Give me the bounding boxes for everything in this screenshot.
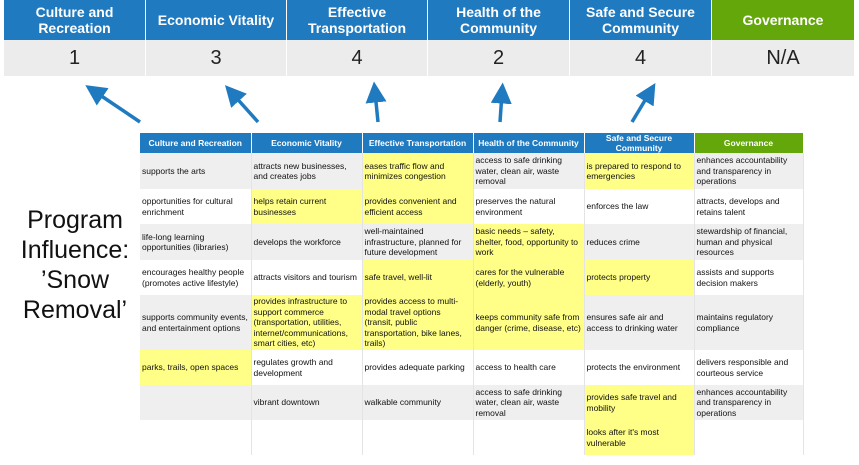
table-cell: looks after it's most vulnerable <box>584 420 695 455</box>
table-cell: enforces the law <box>584 189 695 224</box>
category-score: 3 <box>146 40 287 76</box>
arrow-icon <box>85 85 141 124</box>
table-cell: develops the workforce <box>251 224 363 260</box>
table-cell: eases traffic flow and minimizes congest… <box>362 153 474 189</box>
table-cell: provides safe travel and mobility <box>584 385 695 420</box>
table-cell: provides adequate parking <box>362 350 474 385</box>
arrows <box>85 81 656 124</box>
column-header: Economic Vitality <box>251 133 363 153</box>
score-summary: Culture and Recreation 1 Economic Vitality… <box>4 0 855 76</box>
table-row: opportunities for cultural enrichment hel… <box>140 189 804 224</box>
program-label: Program Influence: ’Snow Removal’ <box>20 206 130 324</box>
arrow-icon <box>490 82 512 123</box>
table-cell: life-long learning opportunities (librar… <box>140 224 252 260</box>
table-cell: access to health care <box>473 350 585 385</box>
table-cell: protects the environment <box>584 350 695 385</box>
table-cell: provides access to multi-modal travel op… <box>362 295 474 350</box>
column-header: Safe and Secure Community <box>584 133 695 153</box>
arrow-icon <box>365 81 387 123</box>
table-cell: supports the arts <box>140 153 252 189</box>
table-row: supports community events, and entertain… <box>140 295 804 350</box>
table-cell: attracts, develops and retains talent <box>694 189 804 224</box>
column-header: Effective Transportation <box>362 133 474 153</box>
column-header: Health of the Community <box>473 133 585 153</box>
table-cell: is prepared to respond to emergencies <box>584 153 695 189</box>
category-header: Governance <box>712 0 855 40</box>
table-cell: provides infrastructure to support comme… <box>251 295 363 350</box>
category-header: Economic Vitality <box>146 0 287 40</box>
category-score: 4 <box>570 40 712 76</box>
table-row: supports the arts attracts new businesses… <box>140 153 804 189</box>
influence-table: Culture and Recreation Economic Vitality E… <box>140 133 804 455</box>
table-cell <box>473 420 585 455</box>
category-score: 1 <box>4 40 146 76</box>
table-row: life-long learning opportunities (librar… <box>140 224 804 260</box>
arrow-icon <box>224 85 260 124</box>
table-cell: walkable community <box>362 385 474 420</box>
table-cell: parks, trails, open spaces <box>140 350 252 385</box>
table-cell: encourages healthy people (promotes acti… <box>140 260 252 295</box>
table-cell: supports community events, and entertain… <box>140 295 252 350</box>
table-cell: basic needs – safety, shelter, food, opp… <box>473 224 585 260</box>
table-cell: ensures safe air and access to drinking … <box>584 295 695 350</box>
table-row: parks, trails, open spaces regulates grow… <box>140 350 804 385</box>
category-score: N/A <box>712 40 855 76</box>
column-header: Governance <box>694 133 804 153</box>
table-row: encourages healthy people (promotes acti… <box>140 260 804 295</box>
table-cell <box>362 420 474 455</box>
table-cell: assists and supports decision makers <box>694 260 804 295</box>
category-header: Effective Transportation <box>287 0 428 40</box>
table-cell: preserves the natural environment <box>473 189 585 224</box>
category-score: 4 <box>287 40 428 76</box>
table-cell: protects property <box>584 260 695 295</box>
table-cell: attracts visitors and tourism <box>251 260 363 295</box>
table-row: looks after it's most vulnerable <box>140 420 804 455</box>
table-cell: regulates growth and development <box>251 350 363 385</box>
table-cell <box>140 420 252 455</box>
table-cell: enhances accountability and transparency… <box>694 153 804 189</box>
table-cell: reduces crime <box>584 224 695 260</box>
arrow-icon <box>630 82 656 123</box>
table-cell: provides convenient and efficient access <box>362 189 474 224</box>
category-header: Health of the Community <box>428 0 570 40</box>
table-cell: stewardship of financial, human and phys… <box>694 224 804 260</box>
category-score: 2 <box>428 40 570 76</box>
category-header: Culture and Recreation <box>4 0 146 40</box>
table-cell: delivers responsible and courteous servi… <box>694 350 804 385</box>
table-cell: well-maintained infrastructure, planned … <box>362 224 474 260</box>
table-cell: opportunities for cultural enrichment <box>140 189 252 224</box>
table-cell <box>251 420 363 455</box>
table-cell <box>140 385 252 420</box>
table-cell: access to safe drinking water, clean air… <box>473 385 585 420</box>
table-row: vibrant downtown walkable community access… <box>140 385 804 420</box>
table-cell: access to safe drinking water, clean air… <box>473 153 585 189</box>
table-cell: safe travel, well-lit <box>362 260 474 295</box>
table-cell: keeps community safe from danger (crime,… <box>473 295 585 350</box>
table-cell <box>694 420 804 455</box>
table-cell: maintains regulatory compliance <box>694 295 804 350</box>
table-cell: enhances accountability and transparency… <box>694 385 804 420</box>
column-header: Culture and Recreation <box>140 133 252 153</box>
table-cell: attracts new businesses, and creates job… <box>251 153 363 189</box>
category-header: Safe and Secure Community <box>570 0 712 40</box>
table-cell: vibrant downtown <box>251 385 363 420</box>
table-cell: helps retain current businesses <box>251 189 363 224</box>
table-cell: cares for the vulnerable (elderly, youth… <box>473 260 585 295</box>
